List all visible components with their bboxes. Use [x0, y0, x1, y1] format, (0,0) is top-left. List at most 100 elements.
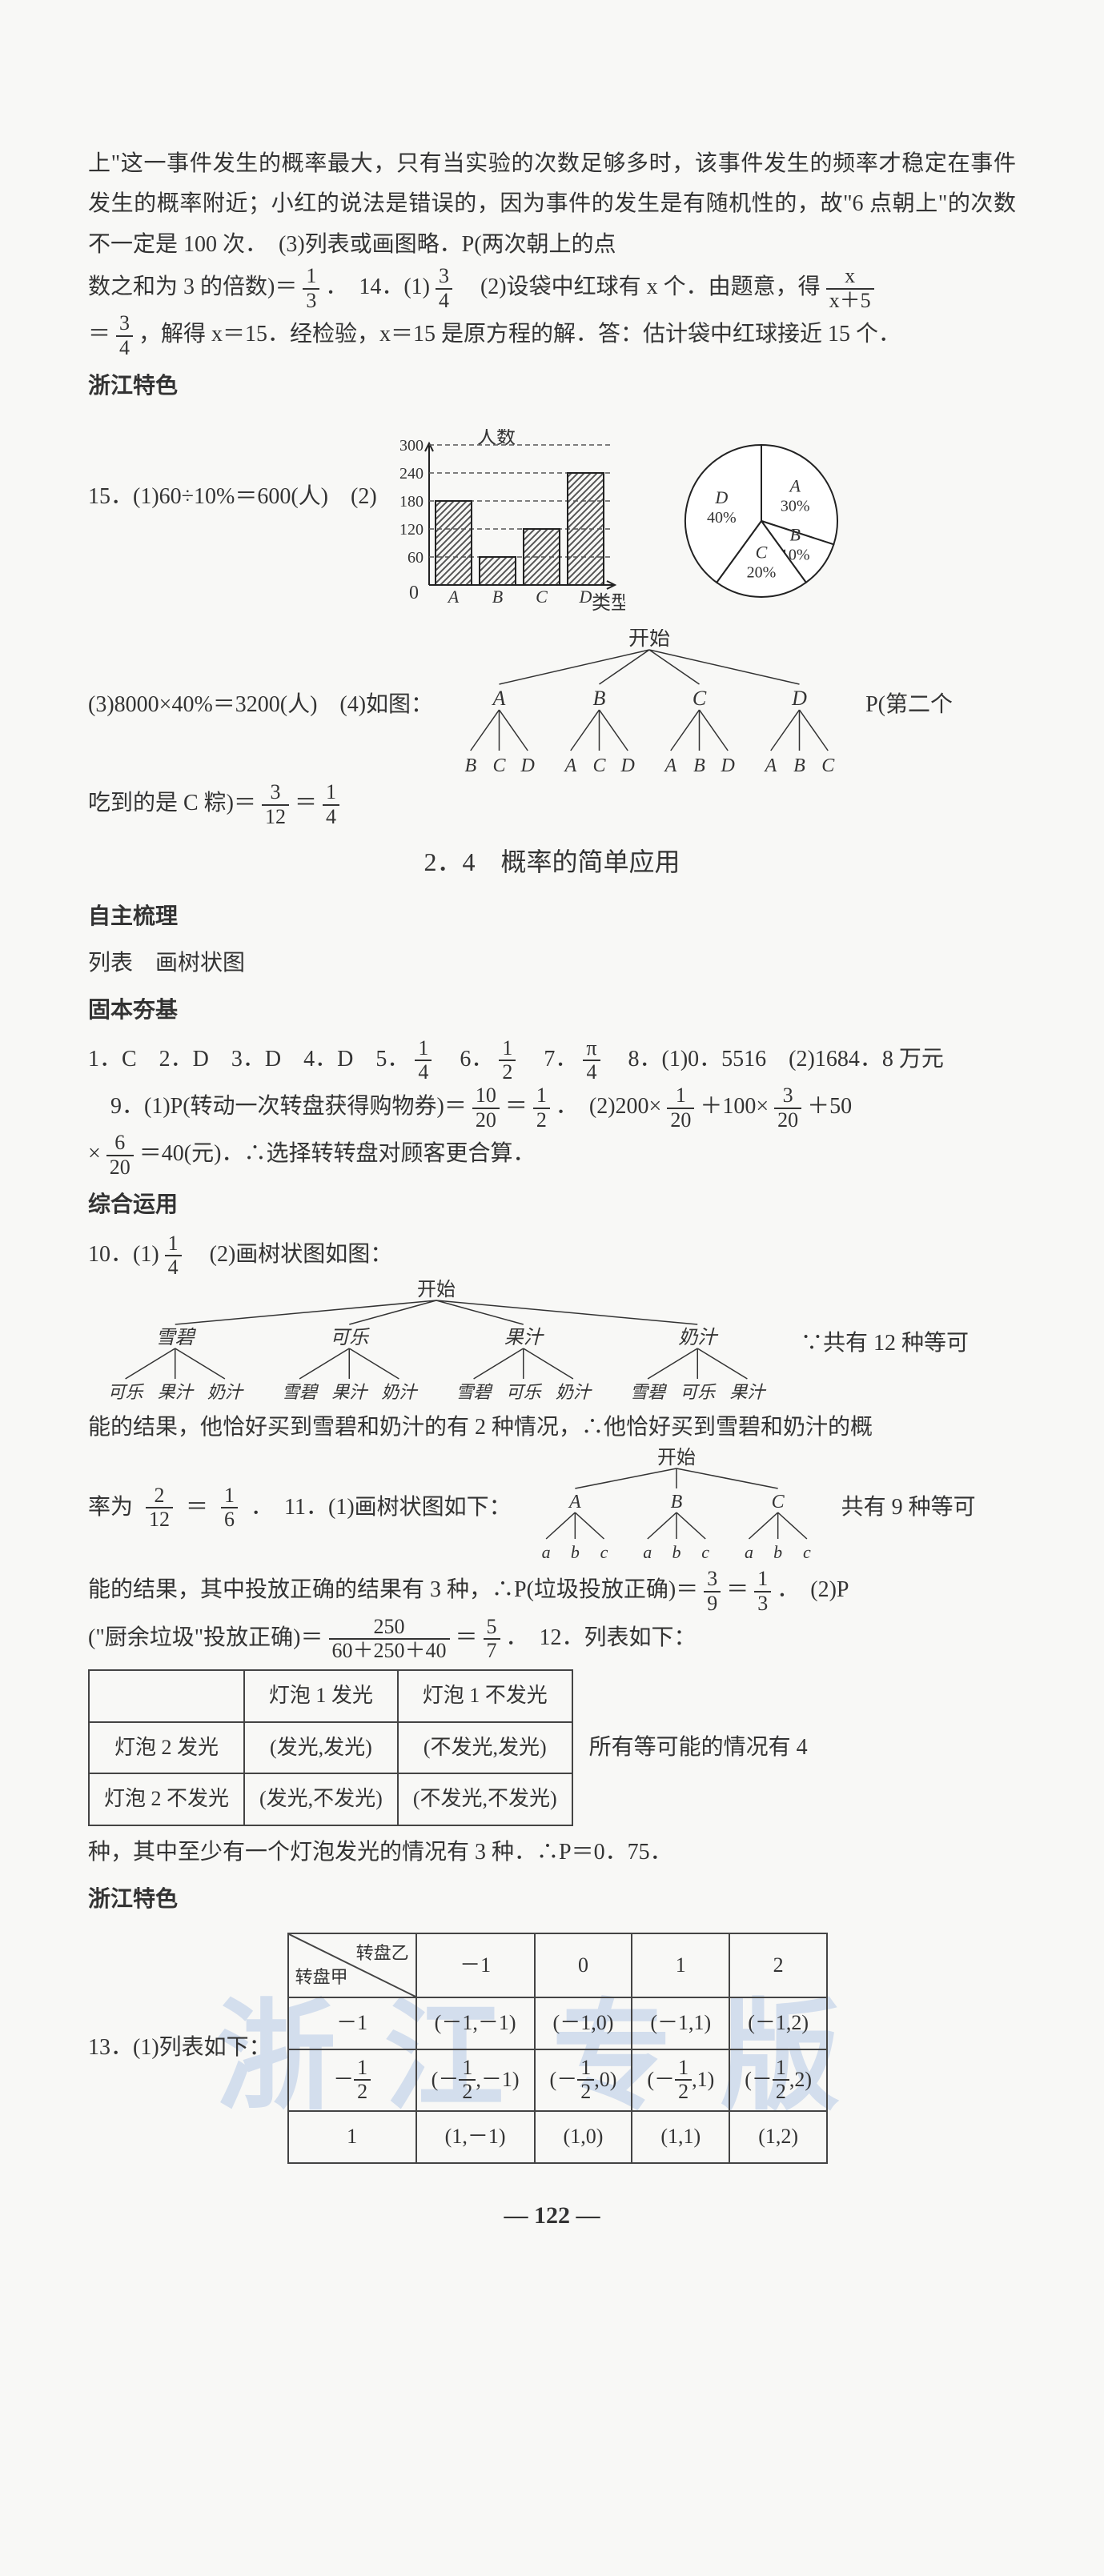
text: 9．(1)P(转动一次转盘获得购物券)＝	[88, 1094, 467, 1119]
svg-text:果汁: 果汁	[504, 1327, 545, 1348]
zizhu-text: 列表 画树状图	[88, 943, 1016, 984]
fraction-1-6: 16	[221, 1484, 238, 1532]
q10c-text: 能的结果，他恰好买到雪碧和奶汁的有 2 种情况，∴他恰好买到雪碧和奶汁的概	[88, 1408, 1016, 1448]
svg-text:B: B	[693, 755, 705, 776]
svg-text:0: 0	[409, 583, 419, 603]
text: ＝	[456, 1625, 478, 1650]
bar-chart: 人数 60120180240300 ABCD 0 类型	[385, 429, 625, 613]
text: 7．	[521, 1047, 577, 1072]
svg-text:果汁: 果汁	[158, 1382, 195, 1402]
text: ＋100×	[700, 1094, 769, 1119]
svg-text:c: c	[803, 1542, 811, 1562]
q13-row: 浙江专版 13．(1)列表如下： 转盘乙转盘甲－1012－1(－1,－1)(－1…	[88, 1926, 1016, 2170]
svg-text:开始: 开始	[657, 1448, 696, 1468]
table-spinner: 转盘乙转盘甲－1012－1(－1,－1)(－1,0)(－1,1)(－1,2)－1…	[287, 1933, 828, 2164]
table1-side: 所有等可能的情况有 4	[589, 1728, 808, 1768]
section-guben: 固本夯基	[88, 991, 1016, 1031]
svg-text:开始: 开始	[417, 1280, 456, 1300]
tree2-side: ∵共有 12 种等可	[801, 1324, 969, 1364]
tree-diagram-1: 开始ABCDBACDCABDDABC	[449, 629, 849, 781]
svg-text:D: D	[714, 487, 728, 507]
svg-text:A: A	[664, 755, 677, 776]
text: ． 12．列表如下：	[506, 1625, 697, 1650]
svg-text:D: D	[520, 755, 535, 776]
text: ． 11．(1)画树状图如下：	[251, 1488, 512, 1528]
fraction-3-4: 34	[436, 265, 452, 312]
svg-text:a: a	[745, 1542, 753, 1562]
fraction-big: 25060＋250＋40	[329, 1616, 450, 1663]
text: ＝	[88, 322, 110, 347]
tree-diagram-3: 开始AabcBabcCabc	[524, 1448, 829, 1568]
fraction-1-3: 13	[754, 1568, 771, 1615]
svg-text:B: B	[789, 525, 800, 545]
svg-text:D: D	[578, 587, 592, 607]
q10-line: 10．(1) 14 (2)画树状图如图：	[88, 1232, 1016, 1280]
svg-text:奶汁: 奶汁	[207, 1382, 244, 1402]
text: ＝	[295, 791, 317, 815]
svg-text:A: A	[788, 475, 801, 495]
text: 1．C 2．D 3．D 4．D 5．	[88, 1047, 409, 1072]
section-zhejiang: 浙江特色	[88, 367, 1016, 407]
text: 10．(1)	[88, 1242, 159, 1267]
svg-text:120: 120	[399, 521, 424, 539]
pie-chart: A30%B10%C20%D40%	[657, 429, 865, 613]
svg-text:B: B	[670, 1492, 682, 1512]
q10d-row: 率为 212 ＝ 16 ． 11．(1)画树状图如下： 开始AabcBabcCa…	[88, 1448, 1016, 1568]
svg-text:C: C	[493, 755, 507, 776]
svg-text:a: a	[541, 1542, 550, 1562]
answers-line-3: × 620 ＝40(元)．∴选择转转盘对顾客更合算．	[88, 1132, 1016, 1179]
svg-text:奶汁: 奶汁	[678, 1327, 719, 1348]
fraction-1-3: 13	[303, 265, 319, 312]
text: 8．(1)0．5516 (2)1684．8 万元	[606, 1047, 944, 1072]
tree2-row: 开始雪碧可乐果汁奶汁可乐雪碧果汁奶汁果汁雪碧可乐奶汁奶汁雪碧可乐果汁 ∵共有 1…	[88, 1280, 1016, 1408]
svg-text:20%: 20%	[746, 563, 776, 581]
fraction-3-12: 312	[262, 781, 289, 828]
svg-text:C: C	[821, 755, 835, 776]
svg-text:可乐: 可乐	[108, 1382, 145, 1402]
fraction-1-4: 14	[323, 781, 339, 828]
text: ． (2)200×	[556, 1094, 661, 1119]
q15-text: 15．(1)60÷10%＝600(人) (2)	[88, 413, 377, 517]
fraction-1-2: 12	[533, 1084, 550, 1132]
svg-text:雪碧: 雪碧	[456, 1382, 494, 1402]
q15-row: 15．(1)60÷10%＝600(人) (2) 人数 6012018024030…	[88, 413, 1016, 629]
fraction-6-20: 620	[106, 1132, 134, 1179]
tree3-side: 共有 9 种等可	[841, 1488, 976, 1528]
svg-text:B: B	[793, 755, 805, 776]
text: ＝	[505, 1094, 528, 1119]
svg-text:A: A	[564, 755, 577, 776]
svg-text:c: c	[600, 1542, 608, 1562]
svg-text:B: B	[465, 755, 477, 776]
paragraph-line: 数之和为 3 的倍数)＝ 13 ． 14．(1) 34 (2)设袋中红球有 x …	[88, 265, 1016, 312]
fraction-10-20: 1020	[472, 1084, 500, 1132]
text: 吃到的是 C 粽)＝	[88, 791, 256, 815]
section-zhejiang-2: 浙江特色	[88, 1880, 1016, 1920]
paragraph-text: 上"这一事件发生的概率最大，只有当实验的次数足够多时，该事件发生的频率才稳定在事…	[88, 144, 1016, 265]
text: 能的结果，其中投放正确的结果有 3 种，∴P(垃圾投放正确)＝	[88, 1577, 698, 1602]
fraction-2-12: 212	[146, 1484, 173, 1532]
paragraph-line: ＝ 34 ，解得 x＝15．经检验，x＝15 是原方程的解．答：估计袋中红球接近…	[88, 312, 1016, 359]
svg-text:可乐: 可乐	[680, 1382, 717, 1402]
tree1-side: P(第二个	[865, 685, 953, 725]
text: ＝40(元)．∴选择转转盘对顾客更合算．	[139, 1141, 536, 1166]
svg-text:b: b	[570, 1542, 579, 1562]
section-2-4-title: 2．4 概率的简单应用	[88, 839, 1016, 886]
text: ×	[88, 1141, 101, 1166]
svg-text:C: C	[593, 755, 607, 776]
svg-text:180: 180	[399, 493, 424, 511]
q13a-text: 13．(1)列表如下：	[88, 2028, 271, 2068]
text: ＋50	[807, 1094, 852, 1119]
svg-text:40%: 40%	[707, 509, 737, 527]
fraction-3-9: 39	[704, 1568, 721, 1615]
svg-text:奶汁: 奶汁	[381, 1382, 418, 1402]
svg-text:30%: 30%	[781, 497, 810, 515]
svg-text:C: C	[755, 542, 767, 562]
fraction-3-4: 34	[116, 312, 133, 359]
fraction-5-7: 57	[484, 1616, 500, 1663]
fraction-1-4: 14	[415, 1037, 432, 1084]
svg-text:a: a	[643, 1542, 652, 1562]
svg-text:A: A	[492, 687, 506, 710]
q12b-text: 种，其中至少有一个灯泡发光的情况有 3 种．∴P＝0．75．	[88, 1833, 1016, 1873]
svg-text:D: D	[721, 755, 735, 776]
text: (2)画树状图如图：	[187, 1242, 393, 1267]
